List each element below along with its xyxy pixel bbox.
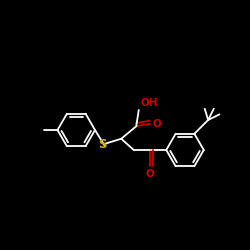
Text: S: S: [98, 138, 107, 151]
Text: O: O: [152, 119, 161, 129]
Text: O: O: [146, 169, 154, 179]
Text: OH: OH: [140, 98, 158, 108]
